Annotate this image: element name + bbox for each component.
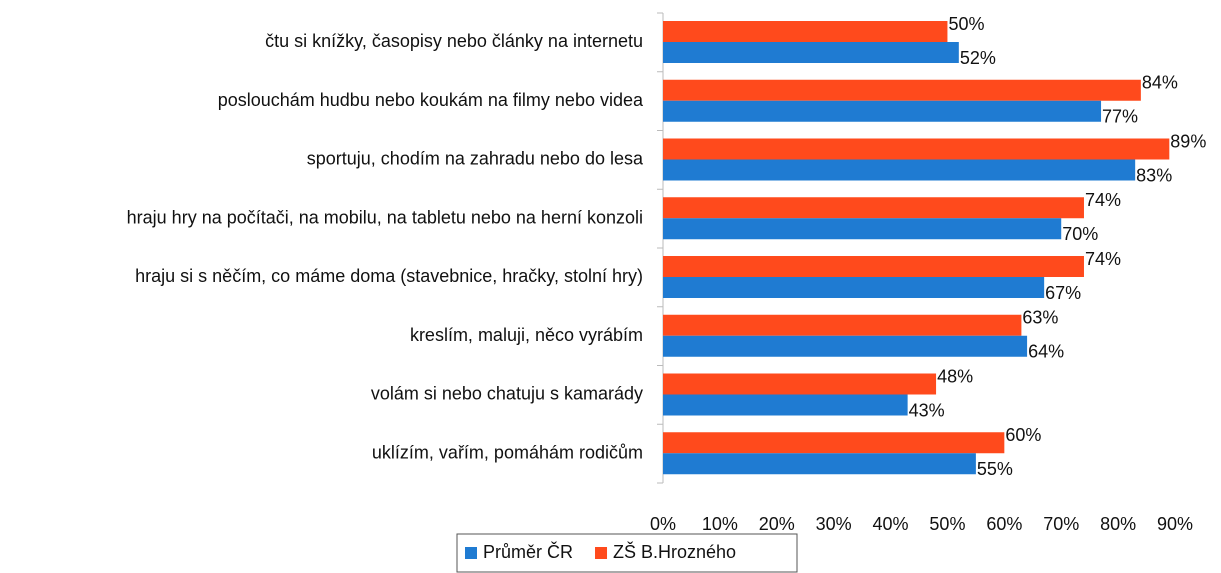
x-tick-label: 70% bbox=[1043, 514, 1079, 534]
data-label: 74% bbox=[1085, 190, 1121, 210]
x-tick-label: 20% bbox=[759, 514, 795, 534]
legend-swatch bbox=[595, 547, 608, 559]
legend-box bbox=[456, 533, 798, 573]
bar bbox=[663, 218, 1062, 240]
category-label: sportuju, chodím na zahradu nebo do lesa bbox=[307, 149, 644, 169]
legend-label: Průměr ČR bbox=[483, 541, 573, 562]
bar bbox=[663, 138, 1170, 160]
bar bbox=[663, 21, 948, 42]
bar bbox=[663, 277, 1045, 298]
bar bbox=[663, 335, 1028, 357]
category-label: kreslím, maluji, něco vyrábím bbox=[410, 325, 643, 345]
data-label: 48% bbox=[937, 366, 973, 386]
bar bbox=[663, 432, 1005, 454]
category-label: hraju si s něčím, co máme doma (stavebni… bbox=[135, 266, 643, 286]
data-label: 89% bbox=[1170, 131, 1206, 151]
bar bbox=[663, 256, 1084, 277]
data-label: 83% bbox=[1136, 165, 1172, 185]
data-label: 55% bbox=[977, 459, 1013, 479]
x-tick-label: 40% bbox=[873, 514, 909, 534]
data-label: 74% bbox=[1085, 249, 1121, 269]
data-label: 84% bbox=[1142, 73, 1178, 93]
data-label: 43% bbox=[909, 400, 945, 420]
x-tick-label: 60% bbox=[986, 514, 1022, 534]
data-label: 52% bbox=[960, 48, 996, 68]
bar bbox=[663, 394, 908, 416]
x-tick-label: 80% bbox=[1100, 514, 1136, 534]
data-label: 70% bbox=[1062, 224, 1098, 244]
bar bbox=[663, 373, 937, 395]
category-label: poslouchám hudbu nebo koukám na filmy ne… bbox=[218, 90, 644, 110]
data-label: 60% bbox=[1005, 425, 1041, 445]
bar bbox=[663, 453, 976, 475]
data-label: 77% bbox=[1102, 107, 1138, 127]
x-tick-label: 90% bbox=[1157, 514, 1193, 534]
bar bbox=[663, 314, 1022, 336]
category-label: čtu si knížky, časopisy nebo články na i… bbox=[265, 31, 643, 51]
x-tick-label: 0% bbox=[650, 514, 676, 534]
x-tick-label: 30% bbox=[816, 514, 852, 534]
x-tick-label: 50% bbox=[929, 514, 965, 534]
category-label: hraju hry na počítači, na mobilu, na tab… bbox=[127, 207, 643, 227]
bar bbox=[663, 100, 1102, 122]
bar bbox=[663, 197, 1084, 219]
data-label: 67% bbox=[1045, 283, 1081, 303]
data-label: 64% bbox=[1028, 342, 1064, 362]
bar bbox=[663, 79, 1141, 101]
legend-label: ZŠ B.Hrozného bbox=[613, 541, 736, 562]
bar bbox=[663, 42, 959, 63]
data-label: 50% bbox=[948, 14, 984, 34]
x-tick-label: 10% bbox=[702, 514, 738, 534]
category-label: uklízím, vařím, pomáhám rodičům bbox=[372, 442, 643, 462]
data-label: 63% bbox=[1022, 308, 1058, 328]
bar bbox=[663, 159, 1136, 181]
legend-swatch bbox=[465, 547, 477, 559]
category-label: volám si nebo chatuju s kamarády bbox=[371, 384, 643, 404]
